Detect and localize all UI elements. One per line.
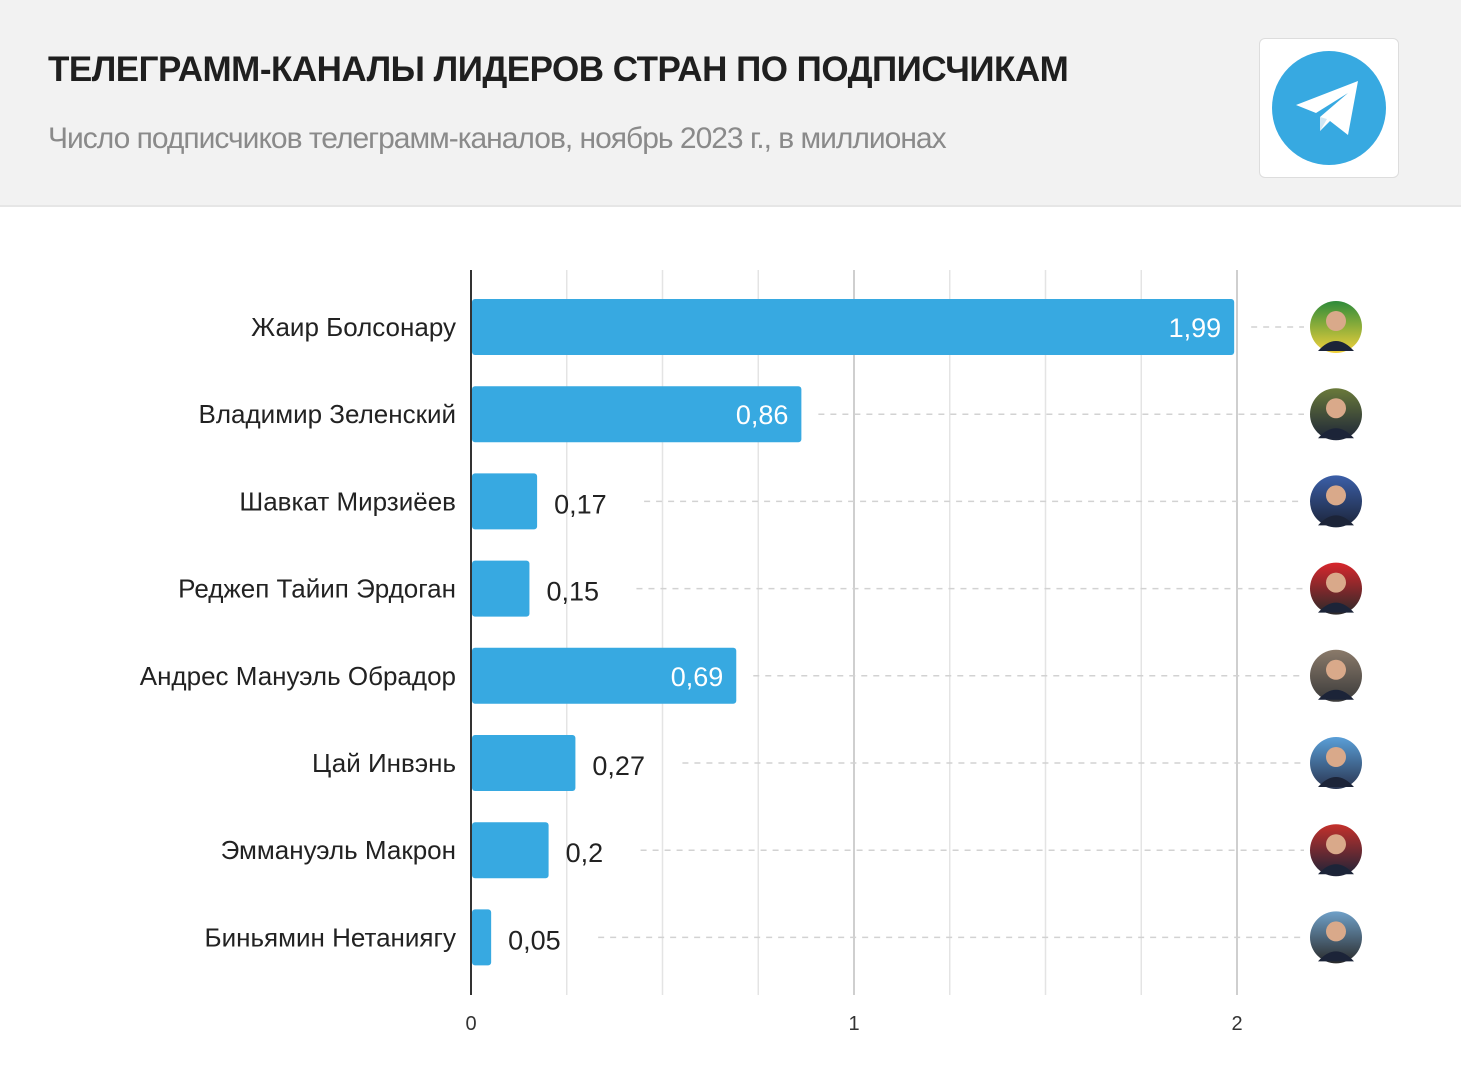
avatar-suit <box>1318 341 1354 351</box>
value-label: 1,99 <box>1169 313 1222 343</box>
avatar-suit <box>1318 602 1354 613</box>
value-label: 0,15 <box>546 577 599 607</box>
value-label: 0,69 <box>671 662 724 692</box>
bar <box>472 822 549 879</box>
avatar-face <box>1326 834 1346 855</box>
x-tick-label: 1 <box>848 1013 859 1035</box>
bar <box>472 560 530 617</box>
avatar-suit <box>1318 951 1354 962</box>
category-label: Эммануэль Макрон <box>221 835 456 865</box>
bar <box>472 299 1235 355</box>
avatar-face <box>1326 398 1346 419</box>
value-label: 0,2 <box>566 838 604 868</box>
avatar-face <box>1326 747 1346 767</box>
avatar-suit <box>1318 515 1354 526</box>
value-label: 0,27 <box>592 751 645 781</box>
bar <box>472 386 802 443</box>
x-tick-label: 0 <box>465 1013 476 1035</box>
bar <box>472 909 492 966</box>
category-label: Андрес Мануэль Обрадор <box>140 661 456 691</box>
telegram-icon <box>1272 51 1386 165</box>
avatar-face <box>1326 572 1346 593</box>
chart-header: ТЕЛЕГРАММ-КАНАЛЫ ЛИДЕРОВ СТРАН ПО ПОДПИС… <box>0 0 1461 207</box>
avatar-suit <box>1318 428 1354 439</box>
category-label: Биньямин Нетаниягу <box>205 922 456 952</box>
telegram-logo-box <box>1259 38 1399 178</box>
category-label: Цай Инвэнь <box>312 748 456 778</box>
avatar-face <box>1326 659 1346 680</box>
bar <box>472 473 538 530</box>
category-label: Реджеп Тайип Эрдоган <box>178 574 456 604</box>
category-label: Жаир Болсонару <box>251 312 456 342</box>
category-label: Владимир Зеленский <box>199 399 456 429</box>
avatar-suit <box>1318 689 1354 700</box>
chart-subtitle: Число подписчиков телеграмм-каналов, ноя… <box>48 122 947 155</box>
value-label: 0,05 <box>508 925 561 955</box>
value-label: 0,17 <box>554 489 607 519</box>
avatar-face <box>1326 921 1346 942</box>
x-tick-label: 2 <box>1231 1013 1242 1035</box>
avatar-suit <box>1318 864 1354 875</box>
value-label: 0,86 <box>736 400 789 430</box>
bar <box>472 647 737 704</box>
category-label: Шавкат Мирзиёев <box>239 486 456 516</box>
avatar-face <box>1326 311 1346 331</box>
chart-title: ТЕЛЕГРАММ-КАНАЛЫ ЛИДЕРОВ СТРАН ПО ПОДПИС… <box>48 50 1069 89</box>
avatar-suit <box>1318 777 1354 787</box>
bar <box>472 735 576 791</box>
avatar-face <box>1326 485 1346 506</box>
